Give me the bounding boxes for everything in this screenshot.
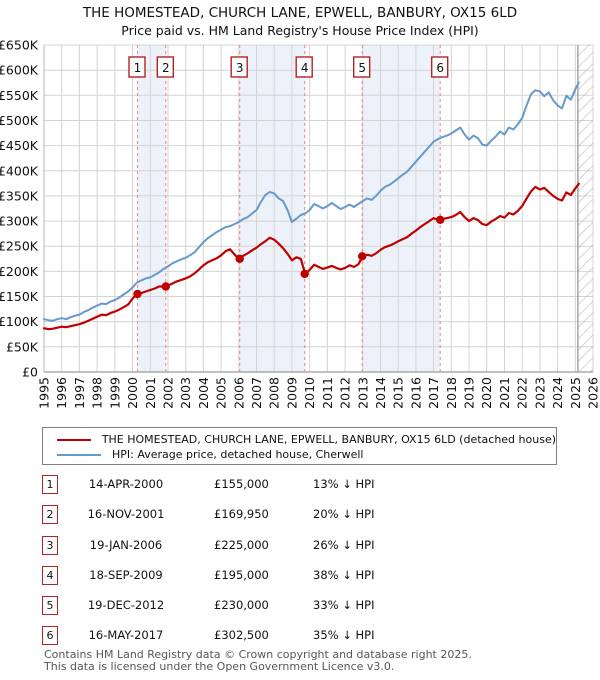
- svg-text:2008: 2008: [267, 377, 282, 409]
- svg-text:2024: 2024: [550, 377, 565, 409]
- sale-date: 19-JAN-2006: [89, 538, 163, 552]
- chart-subtitle: Price paid vs. HM Land Registry's House …: [121, 23, 479, 38]
- svg-text:2017: 2017: [426, 377, 441, 409]
- svg-text:2025: 2025: [568, 377, 583, 409]
- svg-text:6: 6: [436, 61, 444, 75]
- svg-text:£450K: £450K: [0, 138, 39, 153]
- sale-hpi-delta: 20% ↓ HPI: [313, 507, 375, 521]
- svg-text:£350K: £350K: [0, 188, 39, 203]
- svg-text:1999: 1999: [107, 377, 122, 409]
- sale-number-badge: 4: [42, 566, 58, 585]
- svg-text:2020: 2020: [479, 377, 494, 409]
- svg-text:£100K: £100K: [0, 314, 39, 329]
- svg-text:2004: 2004: [196, 377, 211, 409]
- chart-title: THE HOMESTEAD, CHURCH LANE, EPWELL, BANB…: [82, 5, 518, 21]
- svg-text:2026: 2026: [586, 377, 600, 409]
- hpi-line-swatch: [57, 453, 101, 456]
- svg-text:£0: £0: [22, 365, 38, 380]
- table-row: 1 14-APR-2000 £155,000 13% ↓ HPI: [0, 475, 600, 497]
- sale-date: 16-NOV-2001: [87, 507, 165, 521]
- sale-number-badge: 3: [42, 536, 58, 555]
- sale-hpi-delta: 26% ↓ HPI: [313, 538, 375, 552]
- sale-number-badge: 2: [42, 505, 58, 524]
- sale-hpi-delta: 13% ↓ HPI: [313, 477, 375, 491]
- svg-text:2007: 2007: [249, 377, 264, 409]
- svg-text:2003: 2003: [178, 377, 193, 409]
- chart-legend: THE HOMESTEAD, CHURCH LANE, EPWELL, BANB…: [42, 427, 557, 465]
- svg-text:£300K: £300K: [0, 214, 39, 229]
- svg-text:£150K: £150K: [0, 289, 39, 304]
- table-row: 6 16-MAY-2017 £302,500 35% ↓ HPI: [0, 626, 600, 648]
- sale-number-badge: 5: [42, 596, 58, 615]
- svg-text:2: 2: [162, 61, 170, 75]
- sale-price: £169,950: [214, 507, 269, 521]
- svg-text:2005: 2005: [214, 377, 229, 409]
- sale-price: £230,000: [214, 598, 269, 612]
- svg-text:2018: 2018: [444, 377, 459, 409]
- svg-text:2021: 2021: [497, 377, 512, 409]
- sale-hpi-delta: 33% ↓ HPI: [313, 598, 375, 612]
- svg-text:2019: 2019: [462, 377, 477, 409]
- svg-text:1995: 1995: [37, 377, 52, 409]
- svg-text:2009: 2009: [284, 377, 299, 409]
- svg-text:3: 3: [236, 61, 244, 75]
- svg-text:4: 4: [301, 61, 309, 75]
- sale-price: £225,000: [214, 538, 269, 552]
- svg-text:1996: 1996: [54, 377, 69, 409]
- sale-price: £155,000: [214, 477, 269, 491]
- table-row: 5 19-DEC-2012 £230,000 33% ↓ HPI: [0, 596, 600, 618]
- svg-text:5: 5: [358, 61, 366, 75]
- sale-hpi-delta: 35% ↓ HPI: [313, 628, 375, 642]
- svg-text:2015: 2015: [391, 377, 406, 409]
- svg-text:2013: 2013: [355, 377, 370, 409]
- sale-price: £195,000: [214, 568, 269, 582]
- svg-text:£50K: £50K: [6, 339, 39, 354]
- table-row: 2 16-NOV-2001 £169,950 20% ↓ HPI: [0, 505, 600, 527]
- svg-text:1: 1: [134, 61, 142, 75]
- footer-licence: This data is licensed under the Open Gov…: [44, 660, 395, 673]
- legend-row-price: THE HOMESTEAD, CHURCH LANE, EPWELL, BANB…: [43, 432, 556, 447]
- legend-row-hpi: HPI: Average price, detached house, Cher…: [43, 447, 556, 462]
- price-history-chart: 1 2 3 4 5 6 £0 £50K £100K £150K £200K £250K £300K £35…: [0, 38, 600, 409]
- svg-text:2010: 2010: [302, 377, 317, 409]
- sale-price: £302,500: [214, 628, 269, 642]
- table-row: 4 18-SEP-2009 £195,000 38% ↓ HPI: [0, 566, 600, 588]
- svg-text:2023: 2023: [532, 377, 547, 409]
- svg-text:£600K: £600K: [0, 63, 39, 78]
- sale-number-badge: 1: [42, 475, 58, 494]
- sale-number-badge: 6: [42, 626, 58, 645]
- footer-copyright: Contains HM Land Registry data © Crown c…: [44, 648, 472, 661]
- table-row: 3 19-JAN-2006 £225,000 26% ↓ HPI: [0, 536, 600, 558]
- svg-text:£500K: £500K: [0, 113, 39, 128]
- price-line-swatch: [57, 438, 91, 441]
- svg-text:1998: 1998: [90, 377, 105, 409]
- svg-text:2022: 2022: [515, 377, 530, 409]
- svg-text:2001: 2001: [143, 377, 158, 409]
- sale-date: 16-MAY-2017: [88, 628, 164, 642]
- svg-text:2000: 2000: [125, 377, 140, 409]
- svg-text:2016: 2016: [408, 377, 423, 409]
- svg-text:£250K: £250K: [0, 239, 39, 254]
- svg-text:2014: 2014: [373, 377, 388, 409]
- sale-hpi-delta: 38% ↓ HPI: [313, 568, 375, 582]
- svg-text:£400K: £400K: [0, 163, 39, 178]
- svg-text:2006: 2006: [231, 377, 246, 409]
- svg-text:2012: 2012: [338, 377, 353, 409]
- sale-date: 14-APR-2000: [88, 477, 164, 491]
- svg-text:£550K: £550K: [0, 88, 39, 103]
- legend-label-price: THE HOMESTEAD, CHURCH LANE, EPWELL, BANB…: [101, 433, 556, 446]
- sale-date: 19-DEC-2012: [87, 598, 165, 612]
- svg-text:1997: 1997: [72, 377, 87, 409]
- svg-text:2011: 2011: [320, 377, 335, 409]
- svg-text:£200K: £200K: [0, 264, 39, 279]
- svg-text:£650K: £650K: [0, 38, 39, 53]
- svg-text:2002: 2002: [161, 377, 176, 409]
- sale-date: 18-SEP-2009: [89, 568, 163, 582]
- legend-label-hpi: HPI: Average price, detached house, Cher…: [112, 448, 364, 461]
